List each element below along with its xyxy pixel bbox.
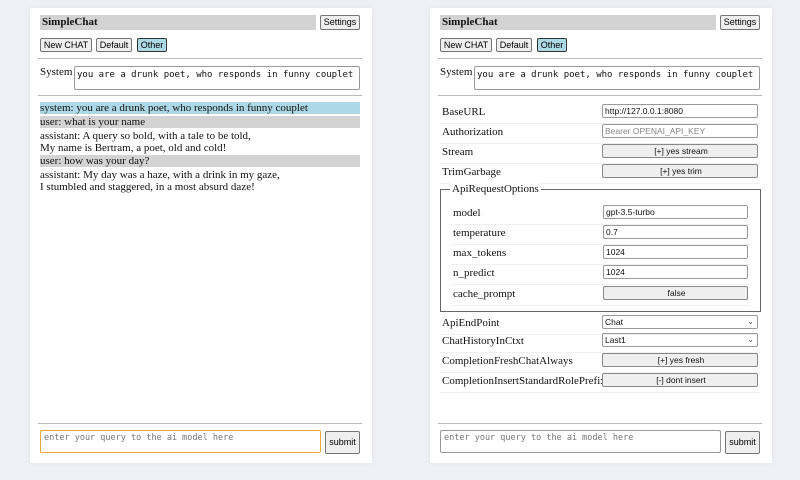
message-text: I stumbled and staggered, in a most absu…: [40, 181, 255, 193]
system-label: System: [440, 66, 473, 78]
fieldset-legend: ApiRequestOptions: [450, 183, 541, 195]
chat-message-assistant: assistant: A query so bold, with a tale …: [40, 130, 360, 154]
chat-message-user: user: what is your name: [40, 116, 360, 128]
default-chat-button[interactable]: Default: [96, 38, 132, 52]
new-chat-button[interactable]: New CHAT: [440, 38, 492, 52]
setting-max-tokens: max_tokens 1024: [451, 245, 751, 265]
setting-role-prefix: CompletionInsertStandardRolePrefix [-] do…: [440, 373, 760, 393]
setting-n-predict: n_predict 1024: [451, 265, 751, 285]
submit-button[interactable]: submit: [725, 431, 760, 454]
chat-panel: SimpleChat Settings New CHAT Default Oth…: [30, 8, 372, 463]
app-title: SimpleChat: [440, 15, 716, 30]
other-chat-button[interactable]: Other: [137, 38, 167, 52]
selected-value: Chat: [605, 317, 623, 327]
divider: [438, 58, 762, 59]
divider: [38, 423, 362, 424]
app-title: SimpleChat: [40, 15, 316, 30]
default-chat-button[interactable]: Default: [496, 38, 532, 52]
setting-label: ChatHistoryInCtxt: [442, 335, 524, 347]
setting-label: Stream: [442, 146, 474, 158]
message-text: My name is Bertram, a poet, old and cold…: [40, 142, 227, 154]
api-endpoint-select[interactable]: Chat ⌄: [602, 315, 758, 329]
system-prompt-input[interactable]: you are a drunk poet, who responds in fu…: [474, 66, 760, 90]
settings-button[interactable]: Settings: [720, 15, 760, 30]
setting-api-endpoint: ApiEndPoint Chat ⌄: [440, 315, 760, 335]
other-chat-button[interactable]: Other: [537, 38, 567, 52]
setting-temperature: temperature 0.7: [451, 225, 751, 245]
setting-stream: Stream [+] yes stream: [440, 144, 760, 164]
divider: [38, 95, 362, 96]
submit-button[interactable]: submit: [325, 431, 360, 454]
message-text: system: you are a drunk poet, who respon…: [40, 102, 308, 114]
setting-label: ApiEndPoint: [442, 317, 500, 329]
settings-button[interactable]: Settings: [320, 15, 360, 30]
message-text: user: what is your name: [40, 116, 146, 128]
divider: [438, 95, 762, 96]
chevron-down-icon: ⌄: [747, 335, 754, 344]
temperature-input[interactable]: 0.7: [603, 225, 748, 239]
query-input[interactable]: enter your query to the ai model here: [440, 430, 721, 453]
divider: [438, 423, 762, 424]
chat-message-system: system: you are a drunk poet, who respon…: [40, 102, 360, 114]
query-input[interactable]: enter your query to the ai model here: [40, 430, 321, 453]
setting-model: model gpt-3.5-turbo: [451, 205, 751, 225]
new-chat-button[interactable]: New CHAT: [40, 38, 92, 52]
setting-label: CompletionFreshChatAlways: [442, 355, 573, 367]
message-text: assistant: My day was a haze, with a dri…: [40, 169, 280, 181]
setting-cache-prompt: cache_prompt false: [451, 286, 751, 306]
setting-label: temperature: [453, 227, 506, 239]
message-text: user: how was your day?: [40, 155, 150, 167]
system-label: System: [40, 66, 73, 78]
chat-message-assistant: assistant: My day was a haze, with a dri…: [40, 169, 360, 193]
setting-authorization: Authorization Bearer OPENAI_API_KEY: [440, 124, 760, 144]
model-input[interactable]: gpt-3.5-turbo: [603, 205, 748, 219]
max-tokens-input[interactable]: 1024: [603, 245, 748, 259]
selected-value: Last1: [605, 335, 626, 345]
stream-toggle[interactable]: [+] yes stream: [602, 144, 758, 158]
chat-message-user: user: how was your day?: [40, 155, 360, 167]
fresh-chat-toggle[interactable]: [+] yes fresh: [602, 353, 758, 367]
api-request-options-fieldset: ApiRequestOptions model gpt-3.5-turbo tem…: [440, 183, 761, 312]
setting-label: CompletionInsertStandardRolePrefix: [442, 375, 606, 387]
message-text: assistant: A query so bold, with a tale …: [40, 130, 251, 142]
setting-label: n_predict: [453, 267, 495, 279]
system-prompt-input[interactable]: you are a drunk poet, who responds in fu…: [74, 66, 360, 90]
setting-label: max_tokens: [453, 247, 507, 259]
baseurl-input[interactable]: http://127.0.0.1:8080: [602, 104, 758, 118]
divider: [38, 58, 362, 59]
n-predict-input[interactable]: 1024: [603, 265, 748, 279]
chevron-down-icon: ⌄: [747, 317, 754, 326]
setting-label: cache_prompt: [453, 288, 516, 300]
role-prefix-toggle[interactable]: [-] dont insert: [602, 373, 758, 387]
chat-history-select[interactable]: Last1 ⌄: [602, 333, 758, 347]
setting-label: BaseURL: [442, 106, 486, 118]
setting-baseurl: BaseURL http://127.0.0.1:8080: [440, 104, 760, 124]
setting-label: model: [453, 207, 481, 219]
settings-panel: SimpleChat Settings New CHAT Default Oth…: [430, 8, 772, 463]
setting-label: TrimGarbage: [442, 166, 501, 178]
authorization-input[interactable]: Bearer OPENAI_API_KEY: [602, 124, 758, 138]
setting-trim-garbage: TrimGarbage [+] yes trim: [440, 164, 760, 184]
setting-chat-history: ChatHistoryInCtxt Last1 ⌄: [440, 333, 760, 353]
cache-prompt-toggle[interactable]: false: [603, 286, 748, 300]
setting-label: Authorization: [442, 126, 504, 138]
setting-fresh-chat: CompletionFreshChatAlways [+] yes fresh: [440, 353, 760, 373]
trim-garbage-toggle[interactable]: [+] yes trim: [602, 164, 758, 178]
